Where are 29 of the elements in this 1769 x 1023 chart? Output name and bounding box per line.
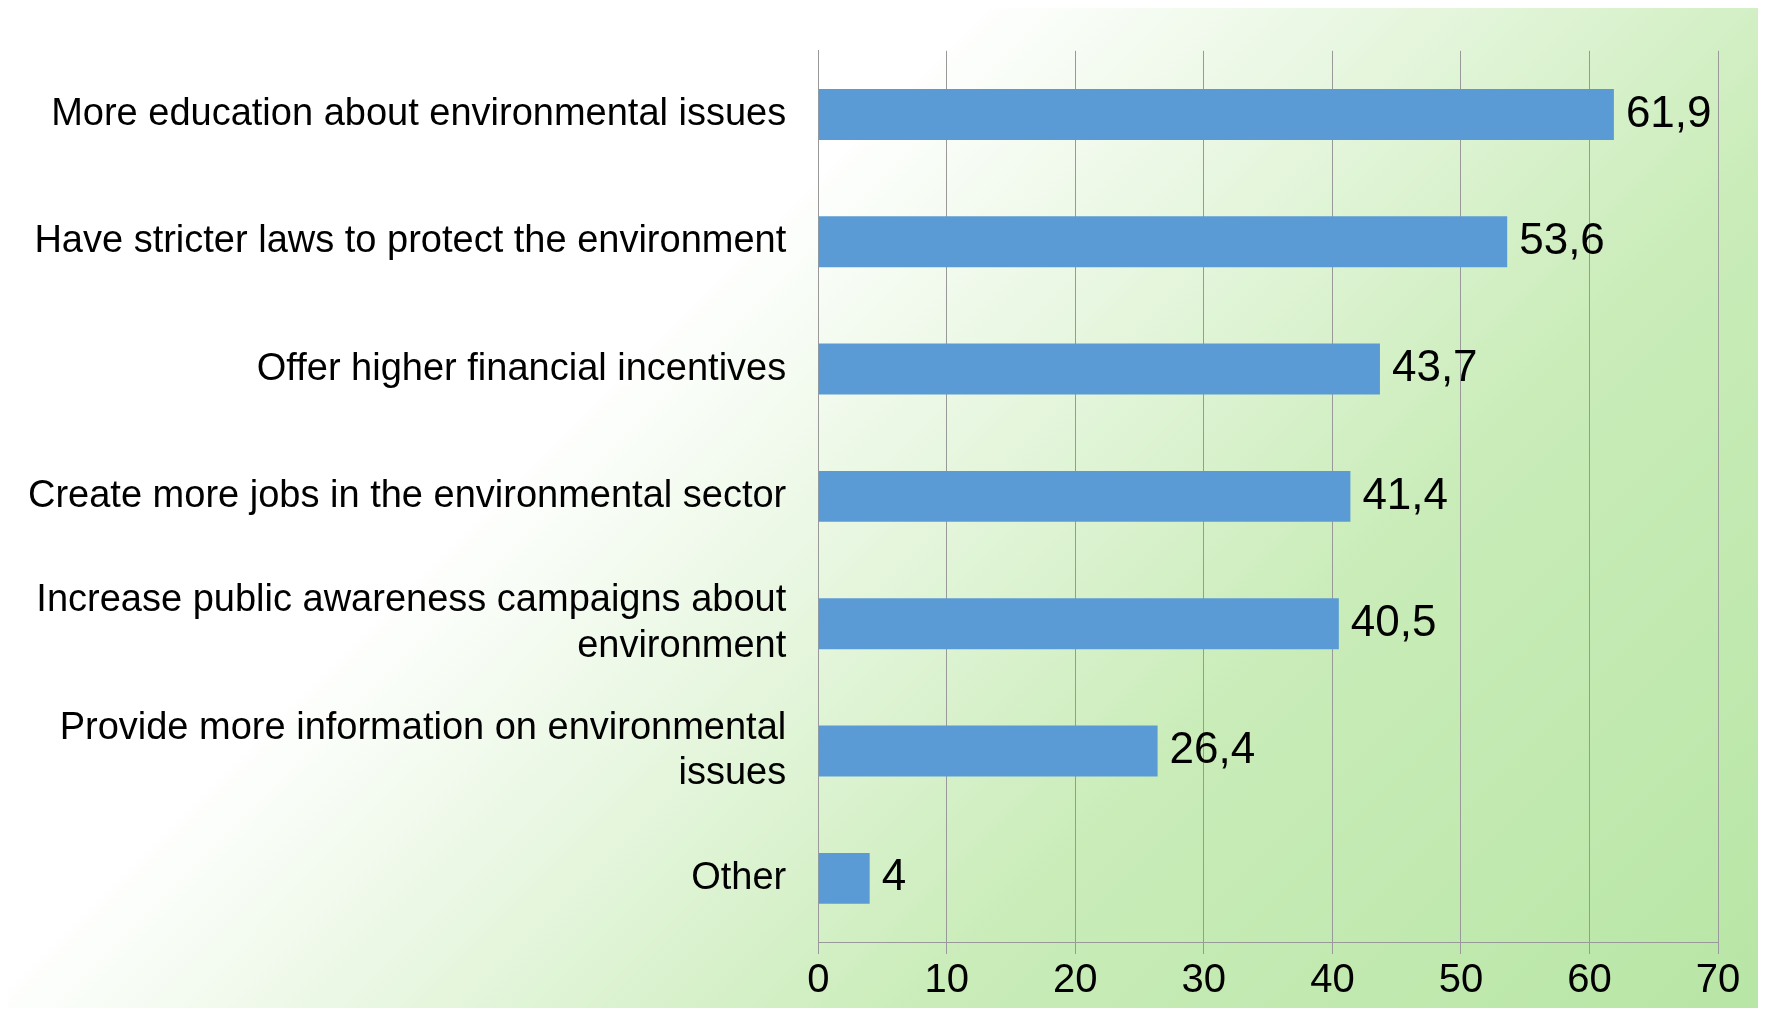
- bar: [818, 598, 1339, 650]
- data-label: 43,7: [1391, 341, 1478, 391]
- y-tick-label: Create more jobs in the environmental sector: [27, 472, 787, 515]
- y-tick-label: Increase public awareness campaigns about environment: [36, 577, 787, 665]
- bar: [818, 88, 1614, 140]
- data-label: 40,5: [1350, 595, 1437, 645]
- x-tick-label: 70: [1695, 956, 1741, 1001]
- bar: [818, 470, 1351, 522]
- x-tick-label: 40: [1310, 956, 1355, 1001]
- x-tick-label: 0: [807, 956, 830, 1001]
- y-tick-label: Other: [691, 854, 787, 897]
- x-tick-label: 60: [1567, 956, 1612, 1001]
- x-tick-label: 50: [1438, 956, 1484, 1001]
- x-tick-label: 30: [1181, 956, 1227, 1001]
- data-label: 26,4: [1169, 723, 1256, 773]
- data-label: 41,4: [1362, 468, 1449, 518]
- bar: [818, 852, 870, 904]
- bar: [818, 216, 1508, 268]
- bar: [818, 725, 1158, 777]
- data-label: 61,9: [1625, 86, 1712, 136]
- y-tick-label: Have stricter laws to protect the environment: [34, 218, 787, 261]
- y-tick-label: Provide more information on environmental issues: [59, 704, 787, 793]
- x-tick-label: 10: [924, 956, 970, 1001]
- y-tick-label: Offer higher financial incentives: [256, 345, 787, 388]
- x-tick-label: 20: [1053, 956, 1098, 1001]
- y-tick-label: More education about environmental issues: [51, 90, 787, 133]
- data-label: 4: [881, 850, 907, 900]
- data-label: 53,6: [1519, 213, 1605, 263]
- bar: [818, 343, 1380, 395]
